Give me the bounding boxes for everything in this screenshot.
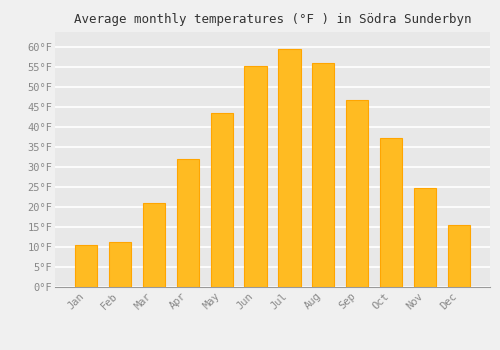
Bar [108, 242, 131, 287]
Bar [244, 66, 266, 287]
Bar [75, 245, 97, 287]
Bar [448, 225, 470, 287]
Bar [312, 63, 334, 287]
Bar [414, 188, 436, 287]
Bar [380, 138, 402, 287]
Bar [210, 113, 233, 287]
Bar [346, 100, 368, 287]
Bar [176, 159, 199, 287]
Bar [142, 203, 165, 287]
Title: Average monthly temperatures (°F ) in Södra Sunderbyn: Average monthly temperatures (°F ) in Sö… [74, 13, 471, 26]
Bar [278, 49, 300, 287]
